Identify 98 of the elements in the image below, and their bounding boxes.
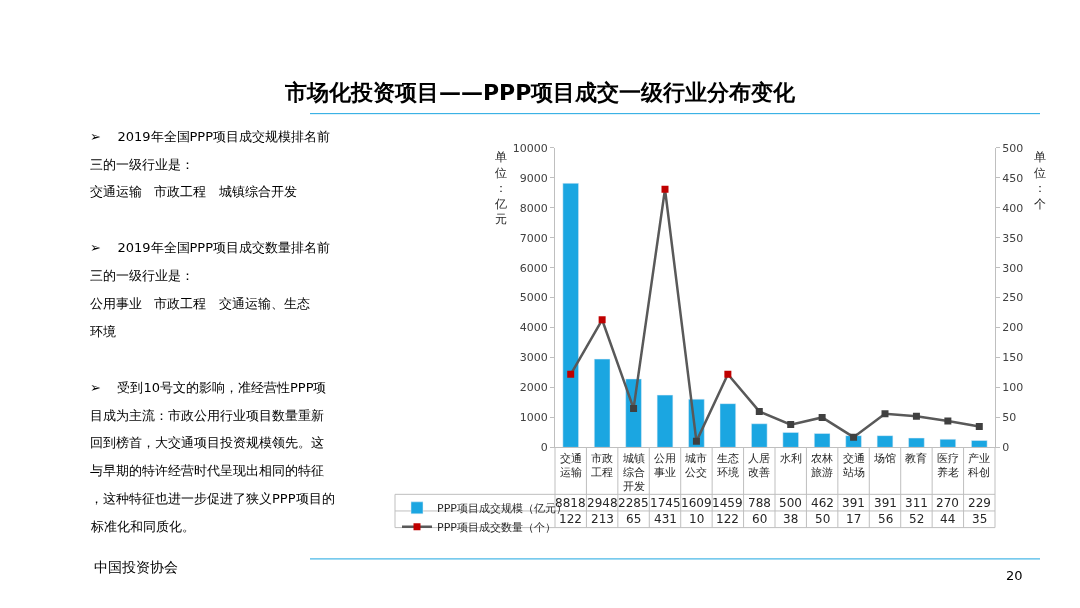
text: 公用事业 市政工程 交通运输、生态环境: [90, 296, 310, 339]
bar: [719, 403, 736, 448]
x-tick-label: 人居改善: [748, 451, 771, 479]
text: ➢ 受到10号文的影响，准经营性PPP项目成为主流：市政公用行业项目数量重新回到榜首，大交通项目投资规模领先。这与早期的特许经营时代呈现出相同的特征，这种特征也进一步促进了狭义PPP项目的标准化和同质化。: [90, 380, 335, 534]
y2-tick-label: 400: [1002, 201, 1024, 215]
y-tick-label: 4000: [519, 321, 548, 335]
x-tick-label: 交通站场: [842, 451, 865, 479]
point: [787, 421, 795, 429]
point: [755, 407, 763, 415]
data-label: 122: [559, 512, 582, 526]
x-tick-label: 市政工程: [591, 451, 614, 479]
y-tick-label: 5000: [519, 291, 548, 305]
data-label: 2948: [587, 496, 618, 510]
data-label: 229: [968, 496, 991, 510]
point: [724, 370, 732, 378]
y-tick-label: 10000: [512, 141, 548, 155]
data-label: 2285: [618, 496, 649, 510]
data-label: 1609: [681, 496, 712, 510]
bar: [939, 439, 956, 448]
y-tick-label: 0: [540, 441, 548, 455]
data-label: 50: [815, 512, 831, 526]
legend-label: PPP项目成交数量（个）: [437, 521, 556, 535]
point: [881, 410, 889, 418]
data-label: 391: [874, 496, 897, 510]
data-label: 311: [905, 496, 928, 510]
data-label: 1459: [712, 496, 743, 510]
x-tick-label: 城镇综合开发: [621, 451, 645, 494]
x-tick-label: 医疗养老: [936, 451, 959, 479]
y-tick-label: 8000: [519, 201, 548, 215]
data-label: 35: [972, 512, 988, 526]
data-label: 1745: [650, 496, 681, 510]
x-tick-label: 城市公交: [684, 451, 708, 479]
data-label: 431: [654, 512, 677, 526]
data-label: 462: [811, 496, 834, 510]
bar: [908, 437, 925, 448]
y2-tick-label: 450: [1002, 171, 1024, 185]
bar: [814, 433, 831, 448]
x-tick-label: 场馆: [873, 451, 896, 465]
text: 中国投资协会: [94, 559, 178, 575]
text: 交通运输 市政工程 城镇综合开发: [90, 184, 297, 199]
y-tick-label: 2000: [519, 381, 548, 395]
x-tick-label: 农林旅游: [811, 451, 834, 479]
bar: [876, 435, 894, 448]
point: [598, 316, 606, 324]
y2-tick-label: 150: [1002, 351, 1024, 365]
y-tick-label: 1000: [519, 411, 548, 425]
y2-tick-label: 100: [1002, 381, 1024, 395]
y-tick-label: 3000: [519, 351, 548, 365]
data-label: 60: [752, 512, 768, 526]
x-tick-label: 交通运输: [559, 451, 582, 479]
y2-axis-title: 单位：个: [1034, 150, 1046, 211]
data-label: 391: [842, 496, 865, 510]
chart-title: 市场化投资项目——PPP项目成交一级行业分布变化: [284, 80, 797, 105]
y2-tick-label: 200: [1002, 321, 1024, 335]
data-label: 270: [936, 496, 959, 510]
bar: [594, 358, 611, 448]
text: ➢ 2019年全国PPP项目成交规模排名前三的一级行业是：: [90, 129, 331, 172]
data-label: 122: [716, 512, 739, 526]
y2-tick-label: 300: [1002, 261, 1024, 275]
data-label: 10: [689, 512, 705, 526]
x-tick-label: 公用事业: [654, 451, 676, 479]
y-axis-title: 单位：亿元: [494, 150, 507, 227]
x-tick-label: 生态环境: [716, 451, 739, 479]
y2-tick-label: 350: [1002, 231, 1024, 245]
point: [912, 412, 920, 420]
text: 20: [1006, 568, 1023, 583]
point: [661, 185, 669, 193]
data-label: 788: [748, 496, 771, 510]
point: [567, 370, 575, 378]
point: [975, 422, 983, 430]
data-label: 56: [878, 512, 894, 526]
y-tick-label: 7000: [519, 231, 548, 245]
data-label: 17: [846, 512, 862, 526]
text: ➢ 2019年全国PPP项目成交数量排名前三的一级行业是：: [90, 240, 331, 283]
x-tick-label: 产业科创: [968, 451, 991, 479]
bar: [562, 183, 579, 448]
data-label: 213: [591, 512, 614, 526]
point: [818, 413, 826, 421]
data-label: 44: [940, 512, 956, 526]
bar: [751, 423, 768, 448]
data-label: 52: [909, 512, 925, 526]
y-tick-label: 9000: [519, 171, 548, 185]
y2-tick-label: 500: [1002, 141, 1024, 155]
y2-tick-label: 50: [1002, 411, 1017, 425]
x-tick-label: 教育: [905, 451, 928, 465]
bar: [656, 394, 674, 448]
y-tick-label: 6000: [519, 261, 548, 275]
data-label: 500: [779, 496, 802, 510]
point: [944, 417, 952, 425]
bar: [971, 440, 988, 448]
y2-tick-label: 0: [1002, 441, 1010, 455]
point: [630, 404, 638, 412]
point: [692, 437, 700, 445]
y2-tick-label: 250: [1002, 291, 1024, 305]
bar: [782, 432, 799, 448]
data-label: 38: [783, 512, 799, 526]
x-tick-label: 水利: [779, 451, 802, 465]
data-label: 65: [626, 512, 642, 526]
